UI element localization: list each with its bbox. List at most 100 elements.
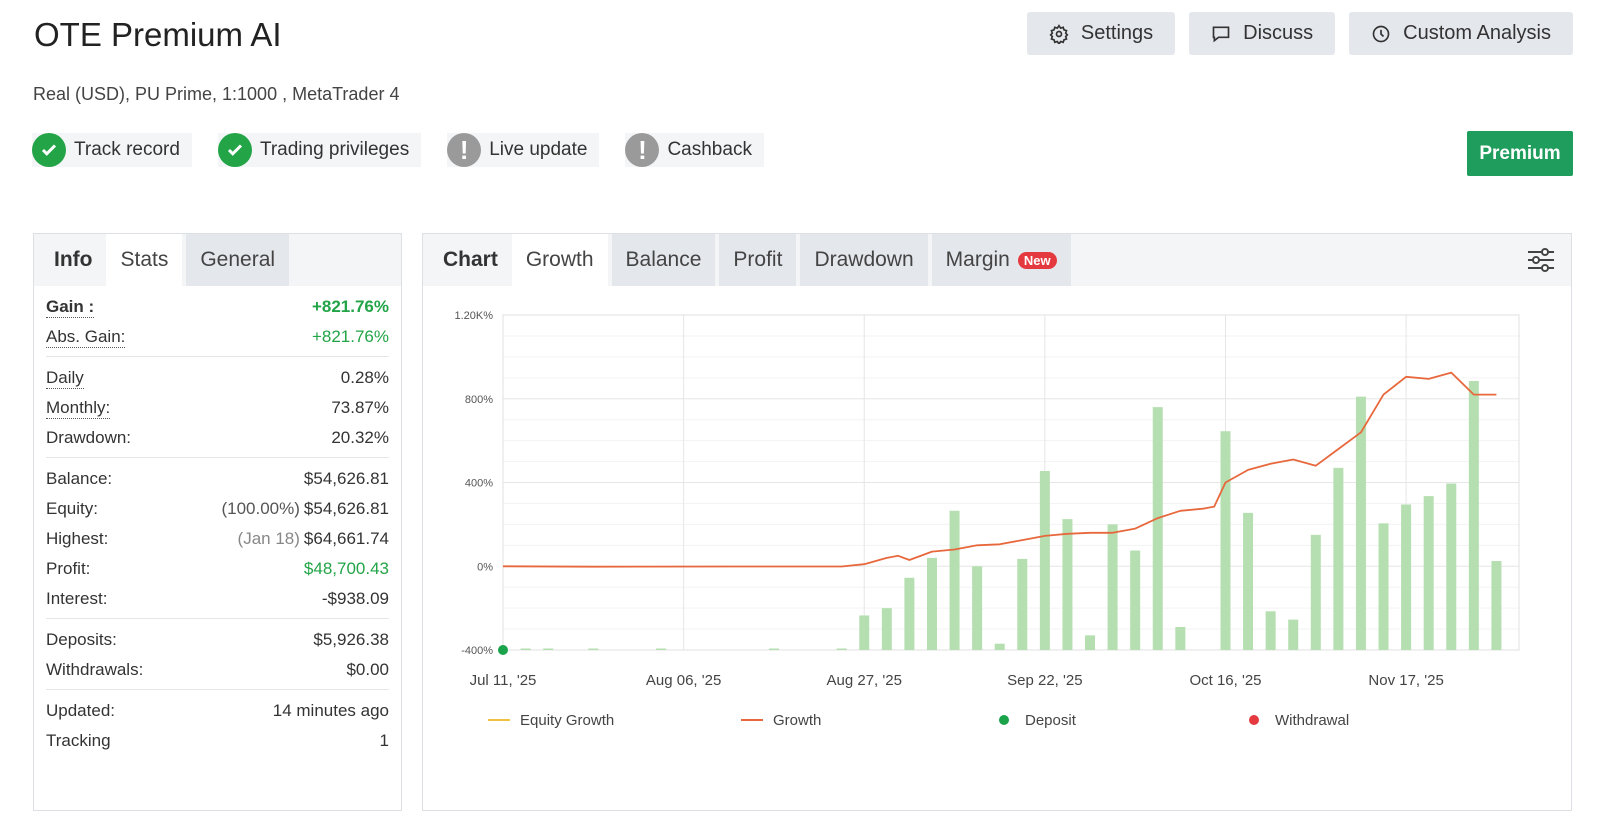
growth-bar — [1152, 407, 1163, 650]
stat-value: 0.28% — [340, 368, 389, 387]
badge-label: Trading privileges — [259, 139, 410, 160]
tab-margin-label: Margin — [945, 248, 1010, 271]
stat-label: Balance: — [46, 469, 113, 488]
legend-label: Deposit — [1025, 712, 1077, 729]
growth-bar — [1446, 483, 1457, 650]
chart-panel: Chart Growth Balance Profit Drawdown Mar… — [422, 233, 1572, 811]
stats-group-gain: Gain : +821.76% Abs. Gain: +821.76% — [46, 286, 389, 357]
badge-live-update[interactable]: ! Live update — [447, 133, 600, 167]
growth-bar — [543, 648, 554, 650]
discuss-label: Discuss — [1243, 22, 1314, 44]
tab-stats[interactable]: Stats — [106, 234, 183, 286]
stat-label: Interest: — [46, 589, 108, 608]
stats-group-updated: Updated: 14 minutes ago Tracking 1 — [46, 690, 389, 760]
tab-margin[interactable]: Margin New — [931, 234, 1071, 286]
stat-value: 20.32% — [331, 428, 389, 447]
growth-bar — [1491, 561, 1502, 650]
clock-icon — [1372, 25, 1390, 42]
x-tick-label: Oct 16, '25 — [1189, 672, 1261, 689]
x-tick-label: Aug 27, '25 — [827, 672, 902, 689]
x-tick-label: Sep 22, '25 — [1007, 672, 1082, 689]
growth-bar — [881, 608, 892, 650]
check-icon — [217, 133, 252, 167]
tab-info[interactable]: Info — [54, 248, 93, 271]
account-subtitle: Real (USD), PU Prime, 1:1000 , MetaTrade… — [33, 84, 400, 104]
growth-bar — [1085, 635, 1096, 650]
badge-label: Live update — [489, 139, 588, 160]
tab-profit[interactable]: Profit — [719, 234, 797, 286]
growth-bar — [1401, 504, 1412, 650]
stat-value: -$938.09 — [321, 589, 389, 608]
stat-label[interactable]: Daily — [46, 367, 84, 389]
check-icon — [32, 133, 66, 167]
new-badge: New — [1017, 251, 1057, 269]
highest-date: (Jan 18) — [237, 529, 300, 548]
growth-bar — [1243, 512, 1254, 650]
tab-growth[interactable]: Growth — [511, 234, 608, 286]
stats-panel: Info Stats General Gain : +821.76% Abs. … — [33, 233, 402, 811]
stat-value: +821.76% — [311, 297, 389, 316]
y-tick-label: 800% — [465, 394, 493, 406]
stat-value: 1 — [379, 731, 389, 750]
legend-label: Withdrawal — [1275, 712, 1349, 729]
growth-bar — [1310, 534, 1321, 650]
stat-value: 14 minutes ago — [272, 701, 389, 720]
tab-general[interactable]: General — [186, 234, 290, 286]
stat-interest: Interest: -$938.09 — [46, 584, 389, 614]
stat-label[interactable]: Abs. Gain: — [46, 326, 126, 348]
x-tick-label: Aug 06, '25 — [646, 672, 721, 689]
stat-tracking: Tracking 1 — [46, 726, 389, 756]
stat-label: Withdrawals: — [46, 660, 144, 679]
discuss-button[interactable]: Discuss — [1189, 12, 1336, 55]
x-tick-label: Nov 17, '25 — [1368, 672, 1443, 689]
badge-cashback[interactable]: ! Cashback — [625, 133, 764, 167]
exclamation-icon: ! — [625, 133, 660, 167]
badge-trading-privileges[interactable]: Trading privileges — [217, 133, 422, 167]
growth-bar — [1355, 396, 1366, 650]
y-tick-label: 0% — [477, 561, 493, 573]
stat-value: $64,661.74 — [303, 529, 389, 548]
stat-label[interactable]: Gain : — [46, 296, 95, 318]
stat-label[interactable]: Monthly: — [46, 397, 111, 419]
growth-bar — [1039, 470, 1050, 650]
stats-tabs: Info Stats General — [34, 234, 401, 286]
stat-drawdown: Drawdown: 20.32% — [46, 423, 389, 453]
growth-bar — [1265, 611, 1276, 650]
growth-bar — [656, 648, 667, 650]
stat-balance: Balance: $54,626.81 — [46, 464, 389, 494]
tab-drawdown[interactable]: Drawdown — [800, 234, 928, 286]
growth-bar — [1107, 524, 1118, 650]
growth-bar — [1130, 550, 1141, 650]
growth-bar — [949, 510, 960, 650]
tab-balance[interactable]: Balance — [611, 234, 716, 286]
stat-label: Deposits: — [46, 630, 117, 649]
badge-track-record[interactable]: Track record — [32, 133, 192, 167]
stat-profit: Profit: $48,700.43 — [46, 554, 389, 584]
legend-swatch — [1249, 715, 1259, 725]
stat-label: Profit: — [46, 559, 91, 578]
stat-value: +821.76% — [311, 327, 389, 346]
custom-analysis-button[interactable]: Custom Analysis — [1349, 12, 1573, 55]
x-tick-label: Jul 11, '25 — [470, 672, 537, 689]
growth-bar — [994, 643, 1005, 650]
legend-swatch — [999, 715, 1009, 725]
badge-label: Cashback — [667, 139, 752, 160]
chart-settings-icon[interactable] — [1525, 244, 1557, 281]
stats-group-deposits: Deposits: $5,926.38 Withdrawals: $0.00 — [46, 619, 389, 690]
stat-label: Updated: — [46, 701, 115, 720]
tab-chart[interactable]: Chart — [443, 248, 498, 271]
deposit-point — [498, 645, 508, 655]
stat-value: $54,626.81 — [303, 469, 389, 488]
stat-value: 73.87% — [331, 398, 389, 417]
growth-bar — [768, 648, 779, 650]
stat-withdrawals: Withdrawals: $0.00 — [46, 655, 389, 685]
stat-value: $0.00 — [346, 660, 389, 679]
settings-label: Settings — [1080, 22, 1154, 44]
premium-button[interactable]: Premium — [1467, 131, 1573, 176]
growth-bar — [1378, 523, 1389, 650]
verification-badges: Track record Trading privileges ! Live u… — [32, 133, 764, 167]
growth-bar — [859, 615, 870, 650]
settings-button[interactable]: Settings — [1026, 12, 1176, 55]
growth-bar — [1175, 626, 1186, 650]
y-tick-label: 400% — [465, 478, 493, 490]
